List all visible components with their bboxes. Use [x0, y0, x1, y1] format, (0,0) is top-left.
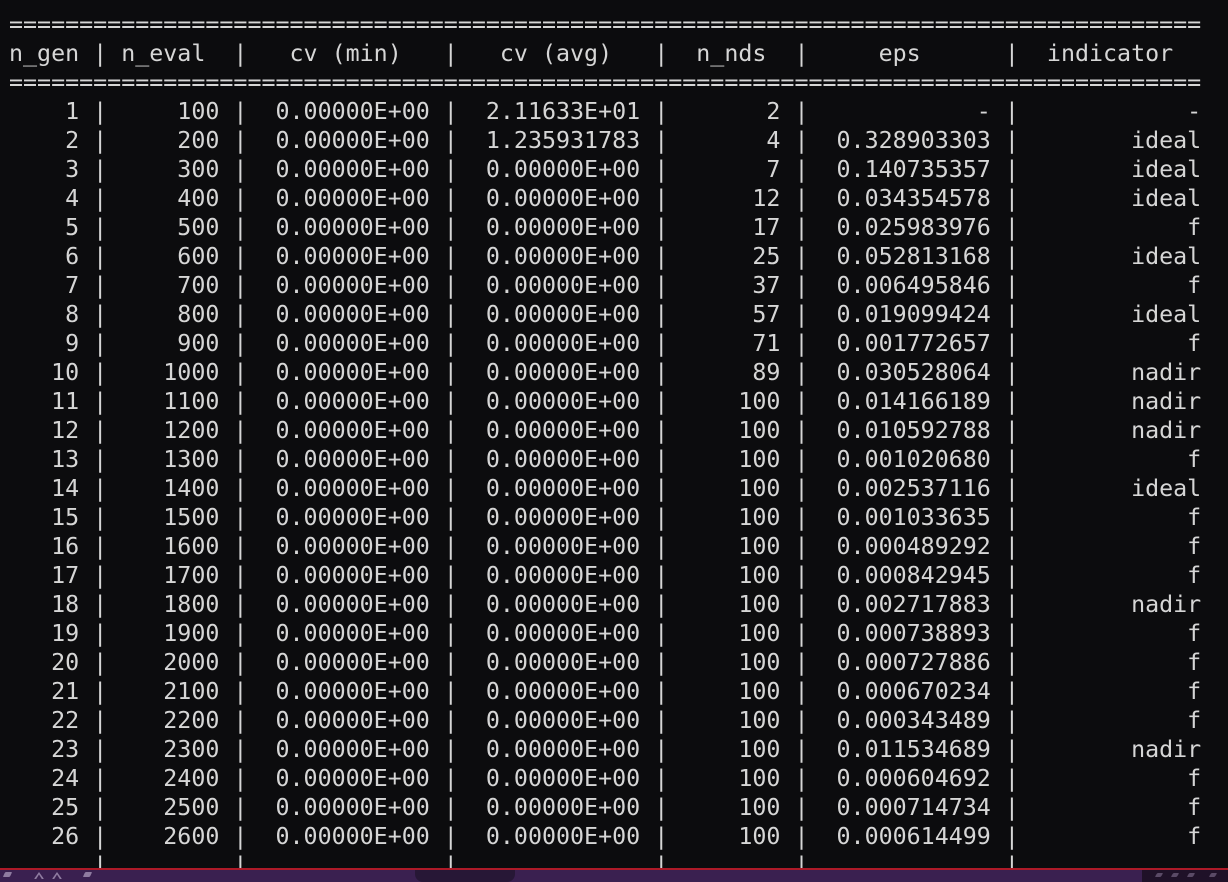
- table-row: 7 | 700 | 0.00000E+00 | 0.00000E+00 | 37…: [9, 272, 1202, 299]
- table-row: 2 | 200 | 0.00000E+00 | 1.235931783 | 4 …: [9, 127, 1202, 154]
- status-bar-fragment-icon: [1208, 873, 1218, 877]
- table-row: 13 | 1300 | 0.00000E+00 | 0.00000E+00 | …: [9, 446, 1202, 473]
- table-row: 4 | 400 | 0.00000E+00 | 0.00000E+00 | 12…: [9, 185, 1202, 212]
- table-row: 5 | 500 | 0.00000E+00 | 0.00000E+00 | 17…: [9, 214, 1202, 241]
- table-row: 10 | 1000 | 0.00000E+00 | 0.00000E+00 | …: [9, 359, 1202, 386]
- table-row: 3 | 300 | 0.00000E+00 | 0.00000E+00 | 7 …: [9, 156, 1202, 183]
- status-bar-fragment-icon: [1186, 873, 1196, 877]
- status-bar-warning-icon: [34, 872, 44, 879]
- table-row: 12 | 1200 | 0.00000E+00 | 0.00000E+00 | …: [9, 417, 1202, 444]
- table-row: 15 | 1500 | 0.00000E+00 | 0.00000E+00 | …: [9, 504, 1202, 531]
- table-row: 17 | 1700 | 0.00000E+00 | 0.00000E+00 | …: [9, 562, 1202, 589]
- status-bar[interactable]: [0, 870, 1228, 882]
- table-row: 19 | 1900 | 0.00000E+00 | 0.00000E+00 | …: [9, 620, 1202, 647]
- table-row: 6 | 600 | 0.00000E+00 | 0.00000E+00 | 25…: [9, 243, 1202, 270]
- status-bar-right-segment: [1142, 870, 1228, 882]
- table-row: 25 | 2500 | 0.00000E+00 | 0.00000E+00 | …: [9, 794, 1202, 821]
- table-row: 9 | 900 | 0.00000E+00 | 0.00000E+00 | 71…: [9, 330, 1202, 357]
- table-row: 20 | 2000 | 0.00000E+00 | 0.00000E+00 | …: [9, 649, 1202, 676]
- table-row: 11 | 1100 | 0.00000E+00 | 0.00000E+00 | …: [9, 388, 1202, 415]
- table-header-row: n_gen | n_eval | cv (min) | cv (avg) | n…: [9, 40, 1202, 67]
- status-bar-fragment-icon: [1154, 873, 1164, 877]
- status-bar-fragment-icon: [1170, 873, 1180, 877]
- table-separator: ========================================…: [9, 11, 1202, 38]
- table-row: 22 | 2200 | 0.00000E+00 | 0.00000E+00 | …: [9, 707, 1202, 734]
- status-bar-top-border: [0, 868, 1228, 870]
- status-bar-notch: [415, 870, 515, 882]
- table-row: 18 | 1800 | 0.00000E+00 | 0.00000E+00 | …: [9, 591, 1202, 618]
- table-row: 8 | 800 | 0.00000E+00 | 0.00000E+00 | 57…: [9, 301, 1202, 328]
- status-bar-fragment-icon: [2, 872, 13, 877]
- table-separator: ========================================…: [9, 69, 1202, 96]
- table-row: 23 | 2300 | 0.00000E+00 | 0.00000E+00 | …: [9, 736, 1202, 763]
- table-row: 26 | 2600 | 0.00000E+00 | 0.00000E+00 | …: [9, 823, 1202, 850]
- table-row: 1 | 100 | 0.00000E+00 | 2.11633E+01 | 2 …: [9, 98, 1202, 125]
- status-bar-warning-icon: [52, 872, 62, 879]
- table-row: 21 | 2100 | 0.00000E+00 | 0.00000E+00 | …: [9, 678, 1202, 705]
- table-row: 14 | 1400 | 0.00000E+00 | 0.00000E+00 | …: [9, 475, 1202, 502]
- status-bar-fragment-icon: [82, 872, 93, 877]
- table-row: 16 | 1600 | 0.00000E+00 | 0.00000E+00 | …: [9, 533, 1202, 560]
- table-row: 24 | 2400 | 0.00000E+00 | 0.00000E+00 | …: [9, 765, 1202, 792]
